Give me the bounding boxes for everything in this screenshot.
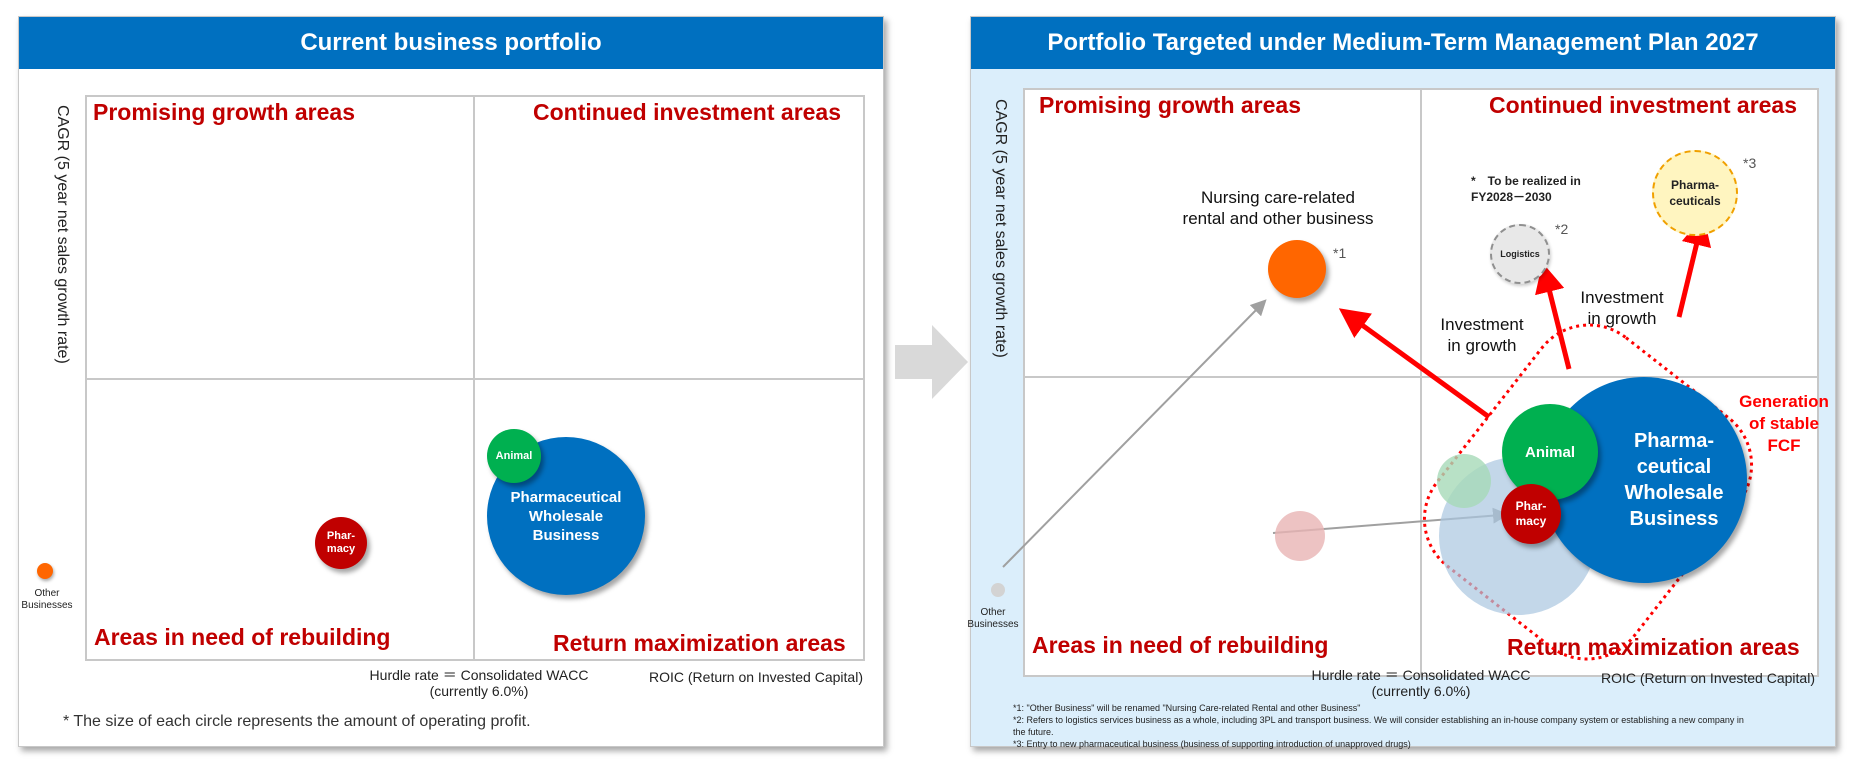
other-businesses-label: Other Businesses [967,607,1019,630]
target-portfolio-panel: Portfolio Targeted under Medium-Term Man… [967,16,1836,750]
quadrant-label-rebuilding: Areas in need of rebuilding [1032,632,1329,658]
quadrant-label-promising: Promising growth areas [93,99,356,125]
growth-arrow-pharmaceuticals [1676,215,1712,318]
hurdle-rate-text: Hurdle rate ＝ Consolidated WACC [1311,667,1531,683]
growth-divider [85,378,863,380]
quadrant-label-continued: Continued investment areas [1489,92,1798,118]
quadrant-label-promising: Promising growth areas [1039,92,1302,118]
footnote-2-cont: the future. [1013,727,1054,737]
growth-arrow-nursing [1338,308,1491,420]
hurdle-rate-value: (currently 6.0%) [429,683,529,699]
pharmacy-bubble: Phar- macy [315,517,367,569]
pharmacy-bubble: Phar- macy [1501,484,1561,544]
pharmaceuticals-bubble: Pharma- ceuticals [1652,150,1738,236]
arrows-layer [1002,215,1754,661]
animal-bubble: Animal [487,429,541,483]
circle-size-note: * The size of each circle represents the… [63,713,531,730]
hurdle-rate-value: (currently 6.0%) [1371,683,1471,699]
x-axis-label: ROIC (Return on Invested Capital) [649,669,863,685]
panel-title: Portfolio Targeted under Medium-Term Man… [971,17,1835,69]
footnote-2: *2: Refers to logistics services busines… [1013,715,1744,725]
hurdle-line [1420,88,1422,675]
footnote-mark-3: *3 [1743,155,1757,171]
x-axis-label: ROIC (Return on Invested Capital) [1601,670,1815,686]
quadrant-label-return: Return maximization areas [553,630,846,656]
quadrant-label-rebuilding: Areas in need of rebuilding [94,624,391,650]
other-businesses-label: Other Businesses [21,588,73,611]
hurdle-rate-label: Hurdle rate ＝ Consolidated WACC (current… [1301,667,1541,699]
nursing-care-label: Nursing care-related rental and other bu… [1182,188,1374,228]
panel-title: Current business portfolio [19,17,883,69]
animal-bubble: Animal [1502,404,1598,500]
hurdle-rate-label: Hurdle rate ＝ Consolidated WACC (current… [359,667,599,699]
other-to-nursing-arrow [1002,299,1267,568]
investment-growth-label-1: Investment in growth [1440,315,1524,355]
quadrant-label-continued: Continued investment areas [533,99,842,125]
nursing-care-bubble [1268,240,1326,298]
logistics-bubble: Logistics [1490,224,1550,284]
footnote-1: *1: "Other Business" will be renamed "Nu… [1013,703,1361,713]
footnote-mark-1: *1 [1333,245,1347,261]
growth-divider [1023,376,1817,378]
quadrant-label-return: Return maximization areas [1507,634,1800,660]
other-businesses-bubble [991,583,1005,597]
pharmacy-prior-position [1275,511,1325,561]
footnotes: *1: "Other Business" will be renamed "Nu… [1013,702,1833,750]
y-axis-label: CAGR (5 year net sales growth rate) [54,105,71,364]
growth-arrow-logistics [1535,262,1572,370]
other-businesses-bubble [37,563,53,579]
investment-growth-label-2: Investment in growth [1580,288,1664,328]
footnote-3: *3: Entry to new pharmaceutical business… [1013,739,1411,749]
stable-fcf-label: Generation of stable FCF [1739,392,1829,455]
realization-note: * To be realized in FY2028－2030 [1471,174,1581,204]
current-portfolio-panel: Current business portfolio Promising gro… [18,16,884,747]
hurdle-rate-text: Hurdle rate ＝ Consolidated WACC [369,667,589,683]
animal-prior-position [1437,454,1491,508]
footnote-mark-2: *2 [1555,221,1569,237]
hurdle-line [473,95,475,659]
